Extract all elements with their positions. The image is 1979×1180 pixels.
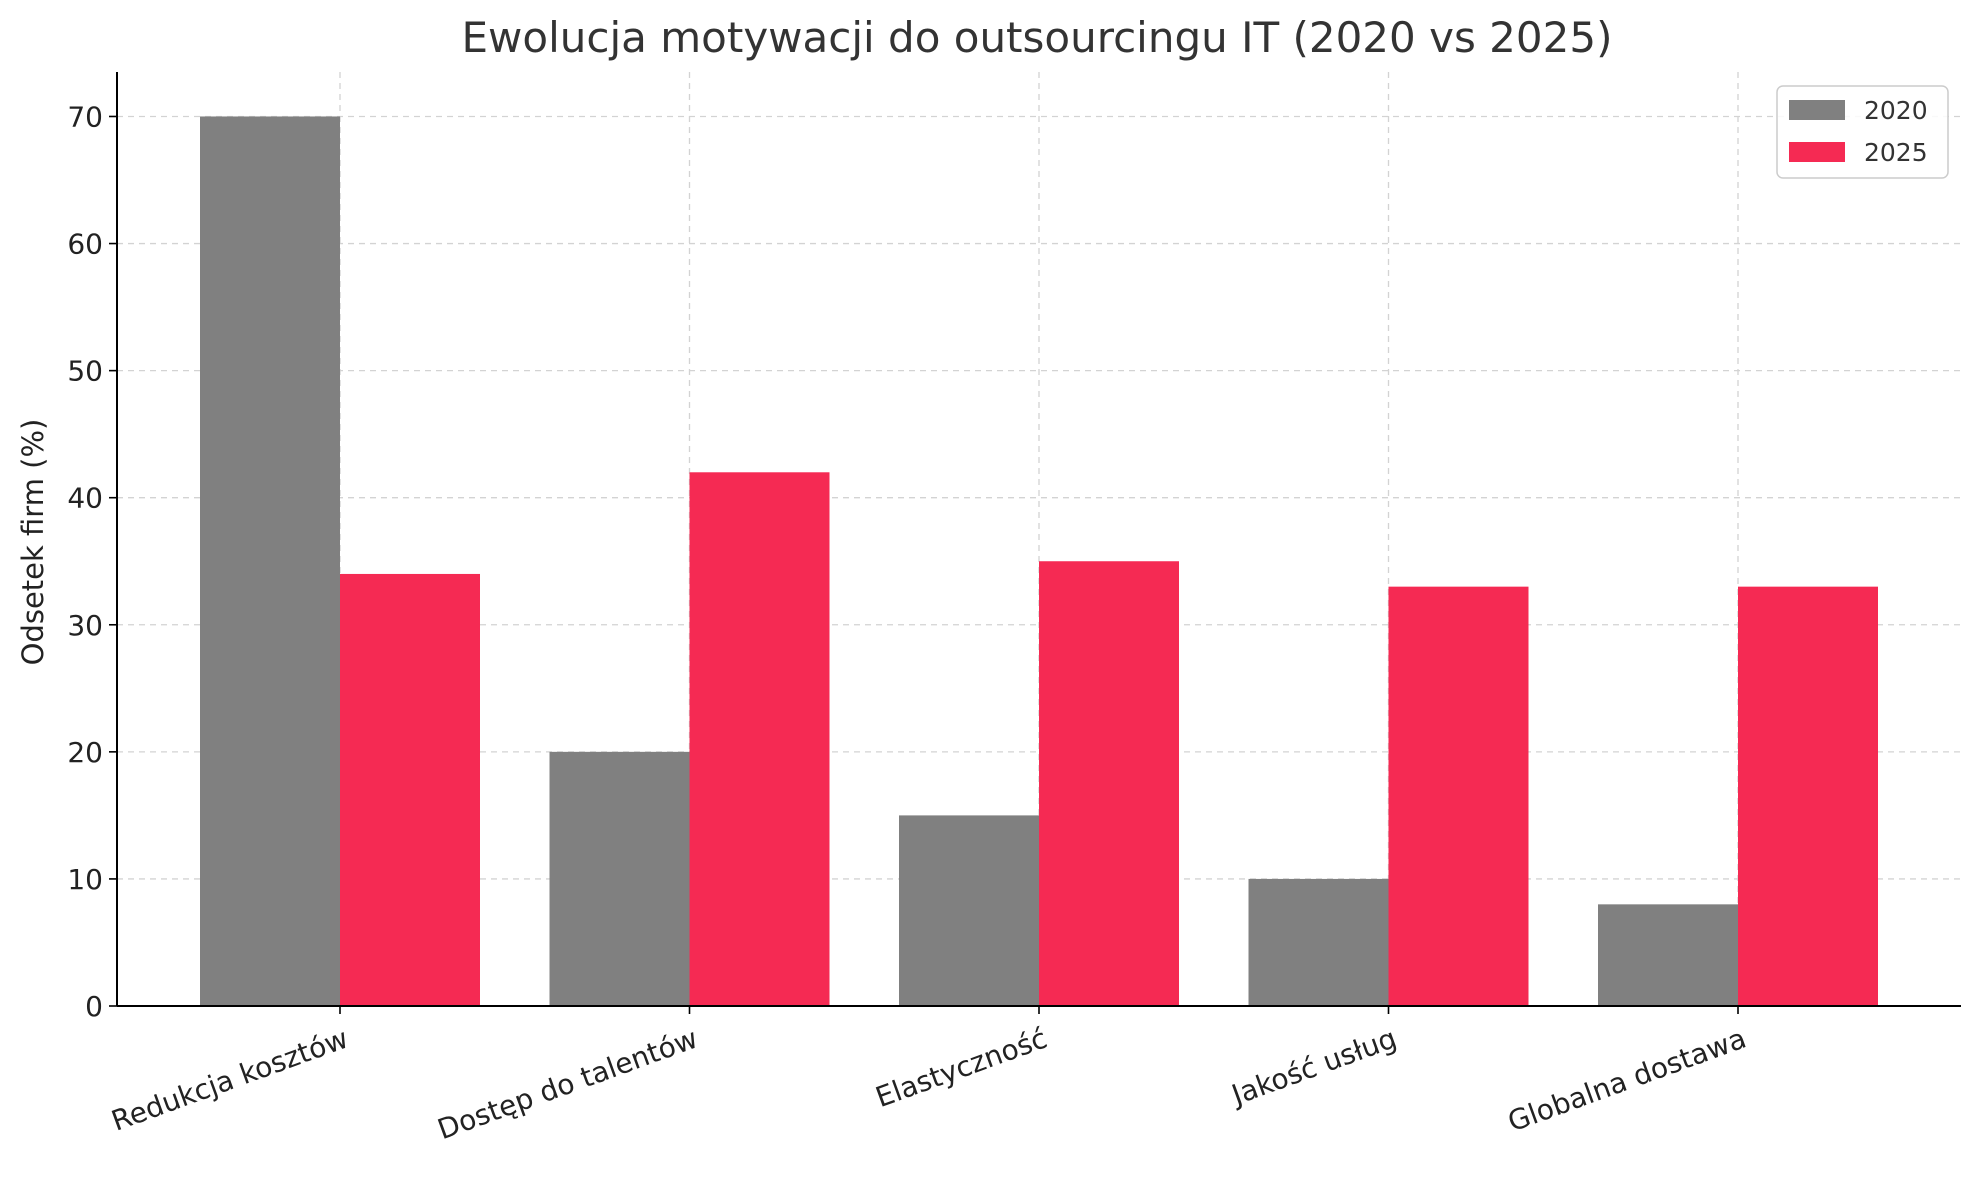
x-tick-label: Jakość usług [1226,1022,1401,1113]
bar-2025-0 [340,573,480,1006]
bar-2020-2 [899,815,1039,1006]
bar-2020-3 [1248,878,1389,1006]
x-tick-label: Elastyczność [871,1022,1051,1114]
legend-label-2020: 2020 [1864,96,1928,125]
y-tick-label: 70 [67,100,103,133]
y-axis-label: Odsetek firm (%) [16,419,50,666]
legend: 2020 2025 [1776,85,1949,179]
legend-label-2025: 2025 [1864,138,1928,167]
legend-swatch-2020 [1789,100,1845,120]
y-tick-label: 20 [67,736,103,769]
y-tick-label: 10 [67,863,103,896]
bar-2025-1 [689,472,830,1006]
x-tick-label: Redukcja kosztów [107,1022,352,1138]
y-tick-label: 40 [67,482,103,515]
bars [200,116,1878,1006]
x-tick-label: Dostęp do talentów [433,1022,702,1147]
bar-2020-1 [549,751,690,1006]
y-tick-label: 60 [67,228,103,261]
chart-title: Ewolucja motywacji do outsourcingu IT (2… [462,13,1613,62]
y-tick-label: 50 [67,355,103,388]
bar-2025-2 [1039,561,1179,1006]
legend-swatch-2025 [1789,142,1845,162]
y-tick-label: 0 [85,990,103,1023]
bar-2020-4 [1598,904,1738,1006]
bar-2020-0 [200,116,340,1006]
x-tick-label: Globalna dostawa [1503,1022,1750,1139]
bar-2025-3 [1388,586,1529,1006]
bar-2025-4 [1738,586,1878,1006]
y-tick-label: 30 [67,609,103,642]
